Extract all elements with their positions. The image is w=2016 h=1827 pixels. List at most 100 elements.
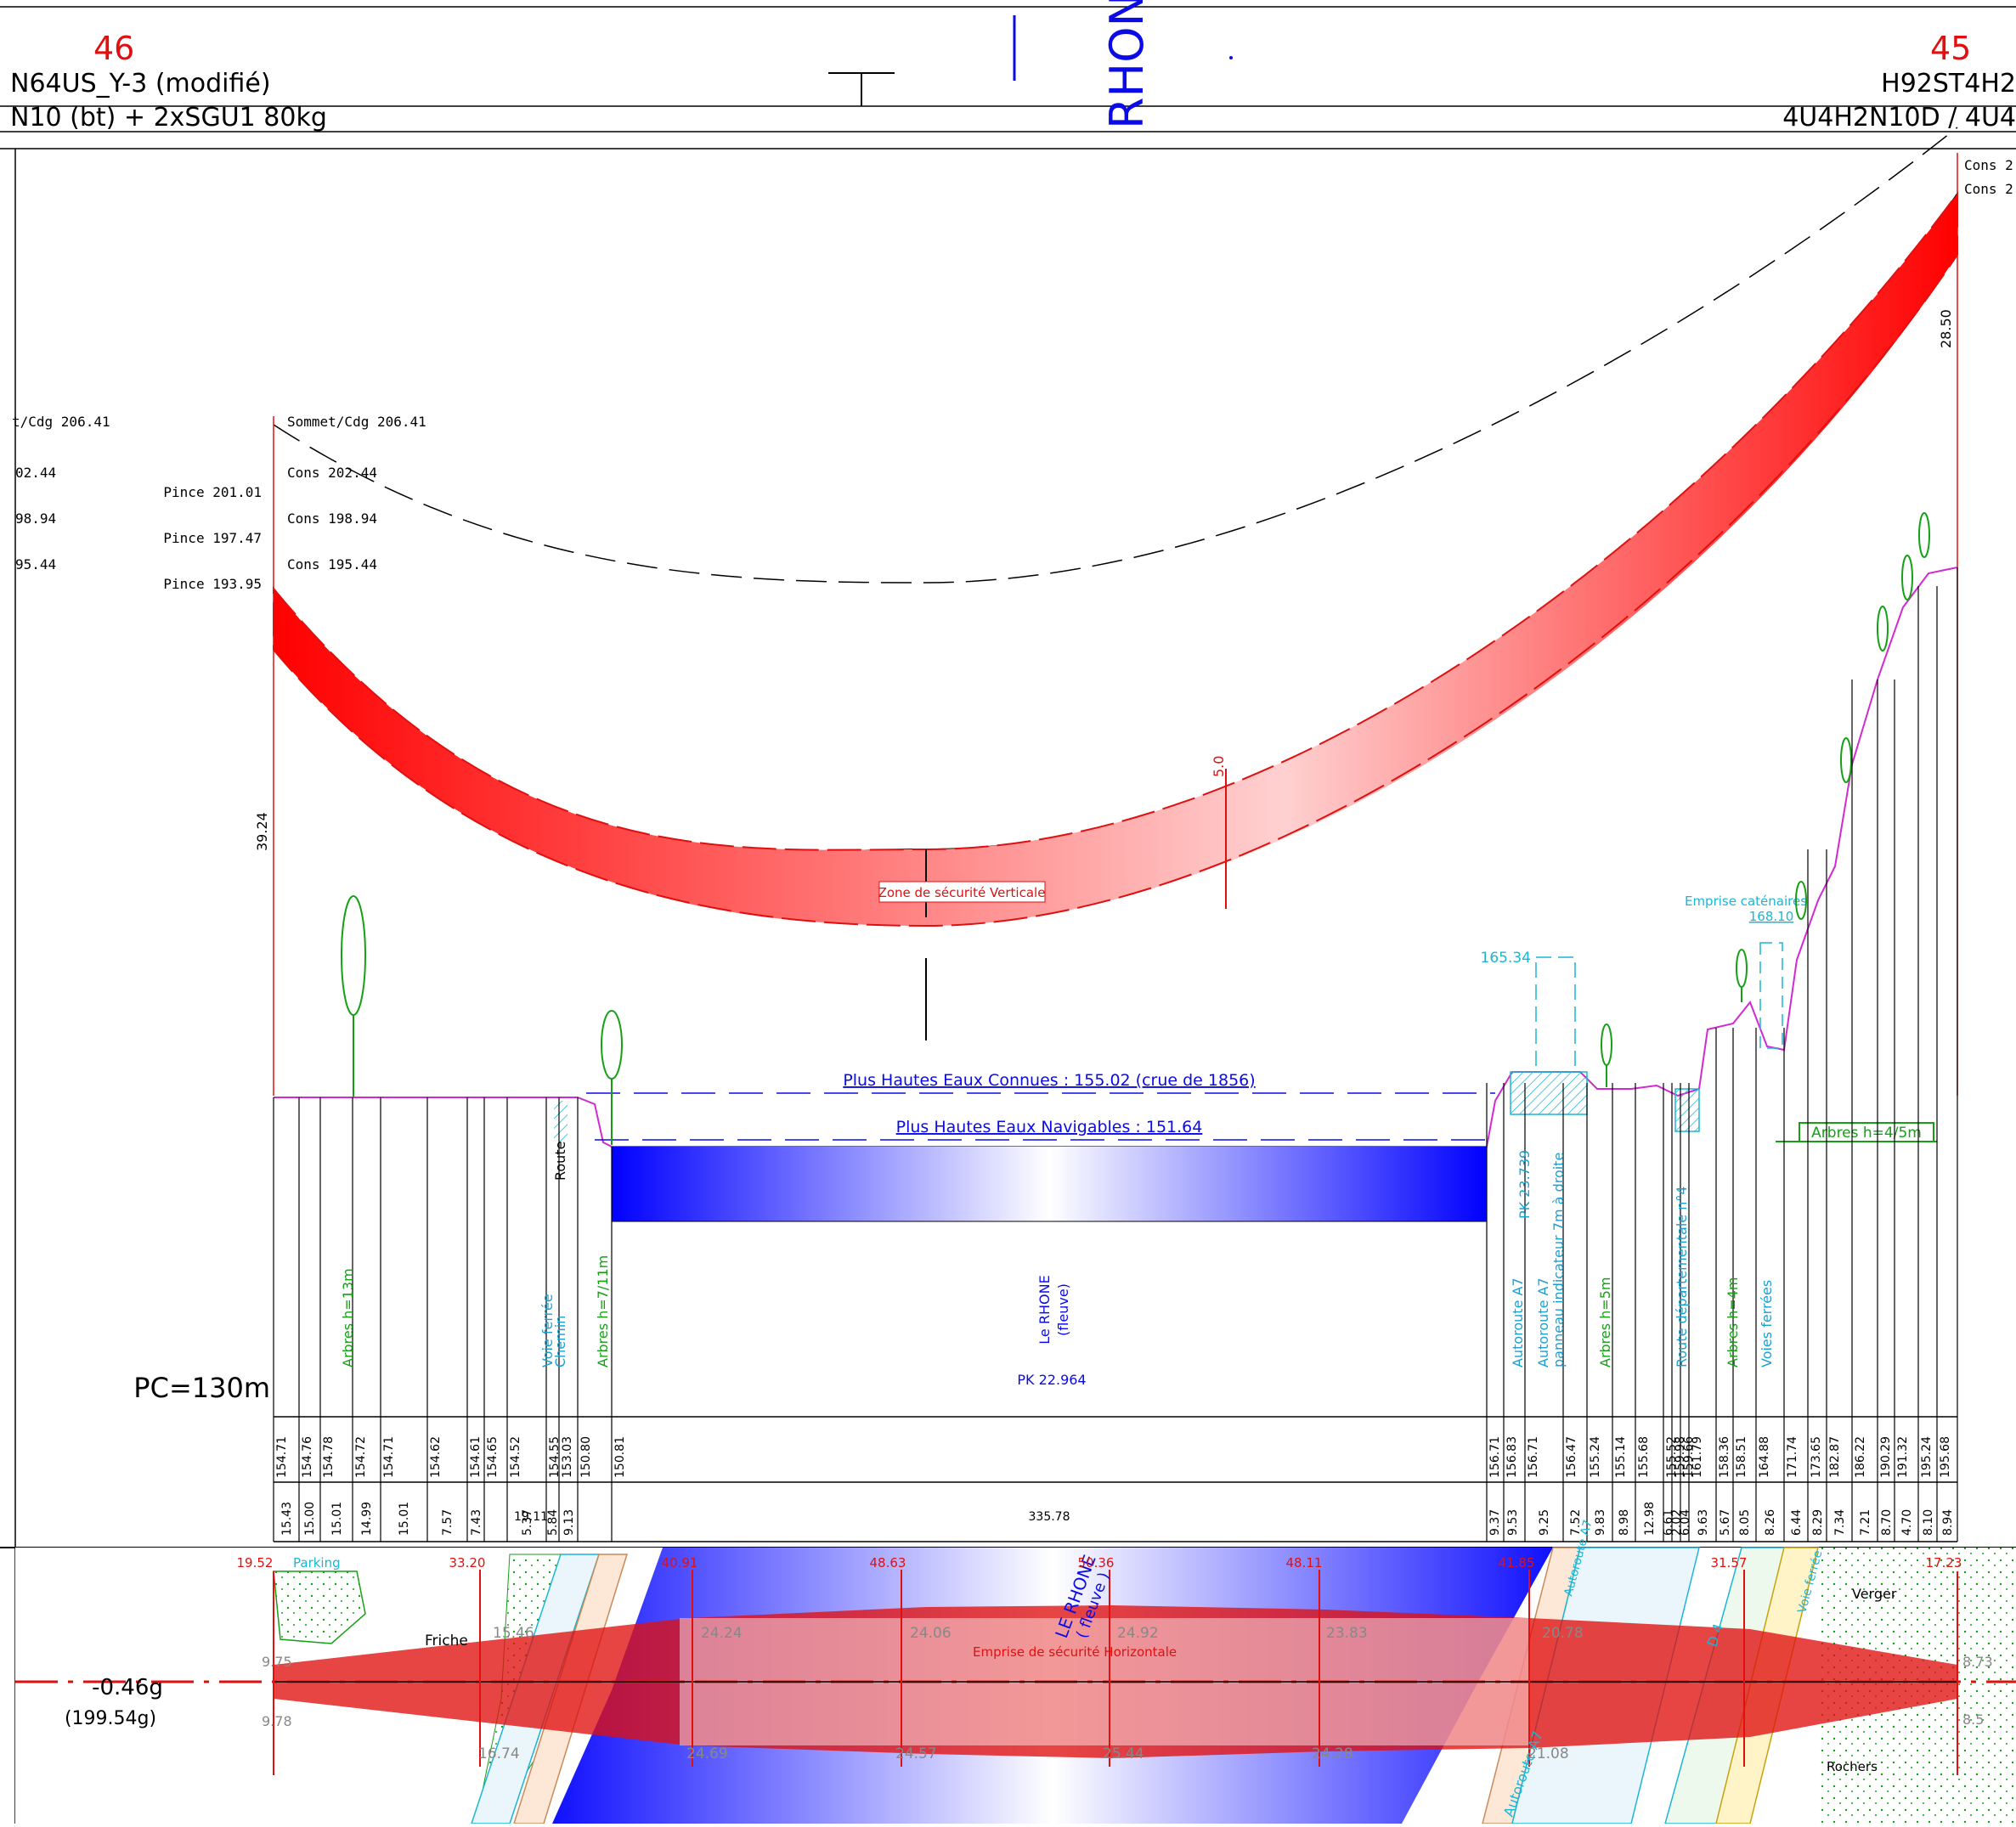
- elevation-value: 159.66: [1682, 1436, 1696, 1478]
- right-cons: Cons 2: [1964, 181, 2013, 197]
- half-width-top: 24.06: [910, 1625, 952, 1642]
- distance-value: 15.43: [280, 1502, 294, 1536]
- cyan-elevation: 165.34: [1481, 950, 1531, 967]
- tree-icons: [341, 512, 1930, 1145]
- emprise-value: 168.10: [1749, 909, 1794, 924]
- elevation-value: 155.24: [1589, 1436, 1602, 1478]
- distance-value: 9.83: [1594, 1509, 1607, 1536]
- width-value: 33.20: [449, 1555, 486, 1570]
- width-value: 50.36: [1078, 1555, 1115, 1570]
- width-value: 31.57: [1711, 1555, 1748, 1570]
- right-conductor: 4U4H2N10D / 4U4: [1782, 103, 2016, 133]
- width-value: 41.85: [1499, 1555, 1535, 1570]
- distance-value: 8.70: [1880, 1509, 1894, 1536]
- verger-label: Verger: [1852, 1586, 1897, 1602]
- feature-label: Arbres h=13m: [340, 1268, 356, 1367]
- half-width-top: 15.46: [493, 1625, 534, 1642]
- distance-value: 14.99: [360, 1502, 374, 1536]
- distance-value: 4.70: [1900, 1509, 1914, 1536]
- elevation-value: 154.72: [354, 1436, 368, 1478]
- elevation-value: 154.55: [548, 1436, 562, 1478]
- elevation-value: 156.47: [1565, 1436, 1578, 1478]
- elevation-value: 186.22: [1854, 1436, 1867, 1478]
- elevation-value: 154.52: [509, 1436, 522, 1478]
- distance-value: 6.04: [1679, 1509, 1692, 1536]
- elevation-row: 154.71 154.76 154.78 154.72 154.71 154.62 154.…: [275, 1436, 1952, 1478]
- elevation-value: 158.51: [1735, 1436, 1748, 1478]
- right-cons: Cons 2: [1964, 157, 2013, 173]
- distance-value: 19.11: [514, 1510, 548, 1524]
- half-width-bottom: 24.57: [895, 1745, 937, 1762]
- edge-top-left: 9.75: [262, 1654, 292, 1670]
- width-value: 17.23: [1926, 1555, 1962, 1570]
- elevation-value: 164.88: [1758, 1436, 1771, 1478]
- river-name: Le RHONE: [1036, 1275, 1053, 1344]
- dim-left: 39.24: [254, 812, 270, 851]
- feature-label: Voies ferrées: [1759, 1280, 1775, 1367]
- plan-view: -0.46g (199.54g) Parking Friche Verger R…: [15, 1519, 2016, 1824]
- elevation-value: 154.65: [486, 1436, 500, 1478]
- distance-value: 5.84: [546, 1509, 560, 1536]
- distance-value: 8.10: [1922, 1509, 1935, 1536]
- distance-value: 9.63: [1697, 1509, 1710, 1536]
- distance-value: 12.98: [1643, 1502, 1657, 1536]
- half-width-top: 24.24: [701, 1625, 743, 1642]
- edge-top-right: 8.73: [1962, 1654, 1993, 1670]
- pince-label: Pince 193.95: [163, 576, 262, 592]
- distance-value: 8.05: [1738, 1509, 1752, 1536]
- feature-label: Arbres h=4m: [1725, 1277, 1741, 1367]
- half-width-bottom: 25.44: [1103, 1745, 1144, 1762]
- elevation-value: 191.32: [1896, 1436, 1910, 1478]
- left-conductor: N10 (bt) + 2xSGU1 80kg: [10, 103, 327, 133]
- distance-value: 9.25: [1538, 1509, 1551, 1536]
- half-width-top: 20.78: [1542, 1625, 1584, 1642]
- pc-label: PC=130m: [133, 1372, 270, 1404]
- elevation-value: 154.76: [301, 1436, 314, 1478]
- elevation-value: 195.68: [1939, 1436, 1952, 1478]
- plan-dimensions: 19.52 33.20 40.91 48.63 50.36 48.11 41.85 31.57…: [237, 1555, 1962, 1762]
- feature-label: Autoroute A7: [1510, 1277, 1526, 1367]
- left-tower-type: N64US_Y-3 (modifié): [10, 69, 271, 99]
- width-value: 19.52: [237, 1555, 274, 1570]
- feature-label: PK 23.739: [1516, 1150, 1533, 1219]
- elevation-value: 173.65: [1810, 1436, 1823, 1478]
- elevation-value: 150.81: [613, 1436, 627, 1478]
- elevation-value: 154.78: [322, 1436, 336, 1478]
- feature-label: Route: [552, 1142, 568, 1181]
- left-tower-number: 46: [93, 30, 134, 67]
- distance-value: 335.78: [1029, 1510, 1070, 1524]
- distance-value: 5.67: [1719, 1509, 1732, 1536]
- elevation-value: 182.87: [1828, 1436, 1842, 1478]
- dashed-cold-line: [273, 127, 1958, 584]
- distance-value: 2.02: [1670, 1509, 1684, 1536]
- elevation-value: 190.29: [1879, 1436, 1893, 1478]
- feature-label: Arbres h=7/11m: [595, 1255, 611, 1367]
- sommet-label-clip: t/Cdg 206.41: [12, 414, 110, 430]
- elevation-value: 156.71: [1527, 1436, 1540, 1478]
- cons-clip: 95.44: [15, 556, 56, 572]
- elevation-value: 155.52: [1665, 1436, 1679, 1478]
- dim-right: 28.50: [1938, 309, 1954, 348]
- width-value: 40.91: [662, 1555, 698, 1570]
- conductor-profile: 5.0 Zone de sécurité Verticale 39.24 28.…: [254, 127, 1958, 1096]
- feature-label: panneau indicateur 7m à droite: [1550, 1153, 1567, 1367]
- elevation-value: 154.71: [275, 1436, 289, 1478]
- elevation-value: 195.24: [1920, 1436, 1934, 1478]
- width-value: 48.11: [1286, 1555, 1323, 1570]
- right-tower-type: H92ST4H2: [1881, 69, 2016, 99]
- elevation-value: 156.71: [1488, 1436, 1502, 1478]
- edge-bot-left: 9.78: [262, 1713, 292, 1729]
- profile-table: PC=130m Le RHONE (fleuve) PK 22.964: [0, 1275, 2016, 1548]
- feature-label: Autoroute A7: [1535, 1277, 1551, 1367]
- elevation-value: 155.14: [1614, 1436, 1628, 1478]
- distance-value: 8.26: [1764, 1509, 1777, 1536]
- width-value: 48.63: [870, 1555, 906, 1570]
- half-width-bottom: 16.74: [478, 1745, 520, 1762]
- river-sub: (fleuve): [1055, 1283, 1071, 1336]
- cons-clip: 02.44: [15, 465, 56, 481]
- distance-value: 15.01: [398, 1502, 411, 1536]
- angle-label: -0.46g: [92, 1675, 163, 1700]
